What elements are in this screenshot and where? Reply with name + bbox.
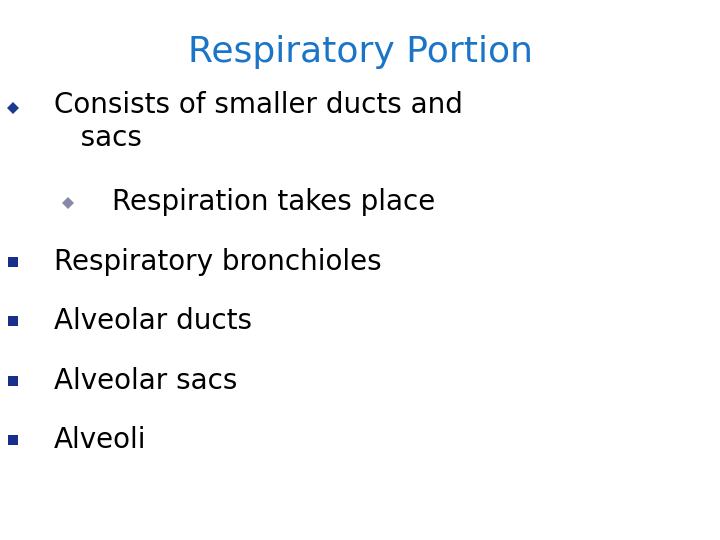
Text: Alveoli: Alveoli [54, 426, 146, 454]
Text: Respiration takes place: Respiration takes place [112, 188, 435, 217]
Text: Consists of smaller ducts and
   sacs: Consists of smaller ducts and sacs [54, 91, 463, 152]
Text: Respiratory bronchioles: Respiratory bronchioles [54, 248, 382, 276]
Text: Alveolar ducts: Alveolar ducts [54, 307, 252, 335]
Text: Alveolar sacs: Alveolar sacs [54, 367, 238, 395]
Text: Respiratory Portion: Respiratory Portion [187, 35, 533, 69]
